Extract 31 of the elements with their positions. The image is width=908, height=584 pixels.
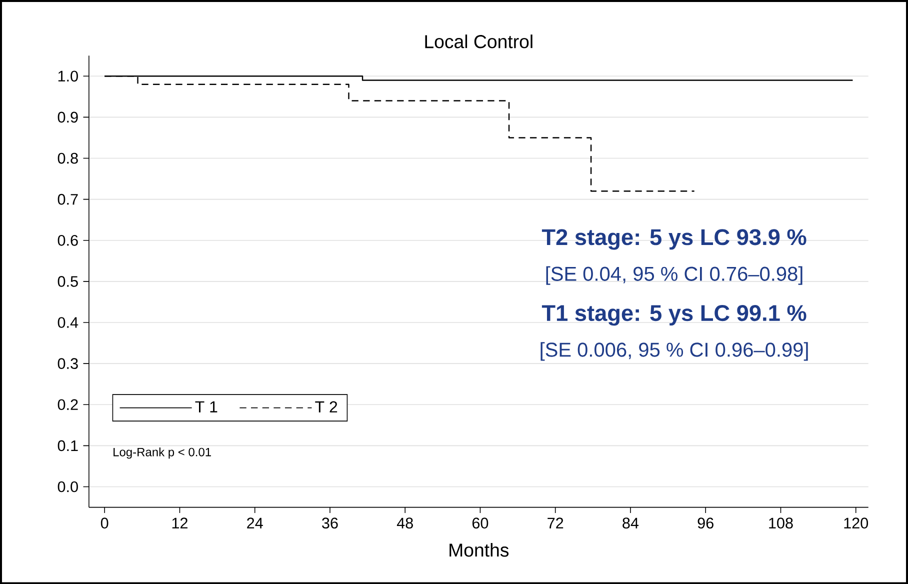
y-tick-label: 0.6 bbox=[58, 234, 78, 246]
x-tick-label: 12 bbox=[172, 518, 188, 528]
annotation: T2 stage: 5 ys LC 93.9 % bbox=[542, 229, 806, 250]
y-tick-label: 0.9 bbox=[58, 112, 78, 123]
legend-label: T 2 bbox=[315, 401, 338, 412]
y-tick-label: 0.5 bbox=[58, 276, 78, 287]
annotation: T1 stage: 5 ys LC 99.1 % bbox=[542, 304, 806, 326]
chart-title: Local Control bbox=[425, 34, 532, 48]
x-tick-label: 96 bbox=[698, 518, 714, 528]
y-tick-label: 0.7 bbox=[58, 194, 78, 205]
x-tick-label: 24 bbox=[247, 518, 263, 528]
x-tick-label: 36 bbox=[322, 518, 338, 528]
y-tick-label: 0.1 bbox=[58, 440, 78, 452]
y-tick-label: 1.0 bbox=[58, 70, 78, 82]
y-tick-label: 0.2 bbox=[58, 399, 78, 410]
y-tick-label: 0.4 bbox=[58, 316, 78, 328]
y-tick-label: 0.8 bbox=[58, 152, 78, 164]
x-tick-label: 120 bbox=[844, 518, 868, 528]
legend-label: T 1 bbox=[195, 401, 218, 412]
x-tick-label: 108 bbox=[769, 518, 793, 528]
annotation: [SE 0.04, 95 % CI 0.76–0.98] bbox=[546, 266, 802, 285]
annotation: Log-Rank p < 0.01 bbox=[114, 447, 211, 459]
x-tick-label: 0 bbox=[100, 518, 108, 528]
y-tick-label: 0.0 bbox=[58, 481, 78, 492]
annotation: [SE 0.006, 95 % CI 0.96–0.99] bbox=[540, 342, 808, 361]
x-tick-label: 48 bbox=[396, 518, 413, 528]
x-tick-label: 84 bbox=[622, 518, 639, 528]
x-axis-title: Months bbox=[450, 542, 509, 557]
x-tick-label: 72 bbox=[548, 518, 564, 528]
x-tick-label: 60 bbox=[472, 518, 488, 528]
y-tick-label: 0.3 bbox=[58, 358, 78, 369]
